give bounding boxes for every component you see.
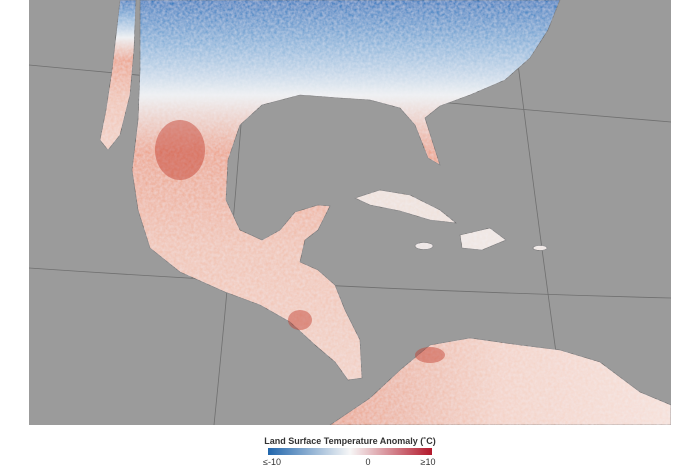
legend-title: Land Surface Temperature Anomaly (˚C): [264, 436, 436, 446]
legend-label: 0: [365, 457, 370, 467]
legend-label: ≥10: [421, 457, 436, 467]
land: [99, 0, 672, 426]
color-bar: [268, 448, 432, 455]
legend-label: ≤-10: [263, 457, 281, 467]
map: [28, 0, 672, 426]
legend: Land Surface Temperature Anomaly (˚C) ≤-…: [263, 436, 436, 467]
warm-patches: [155, 120, 445, 363]
